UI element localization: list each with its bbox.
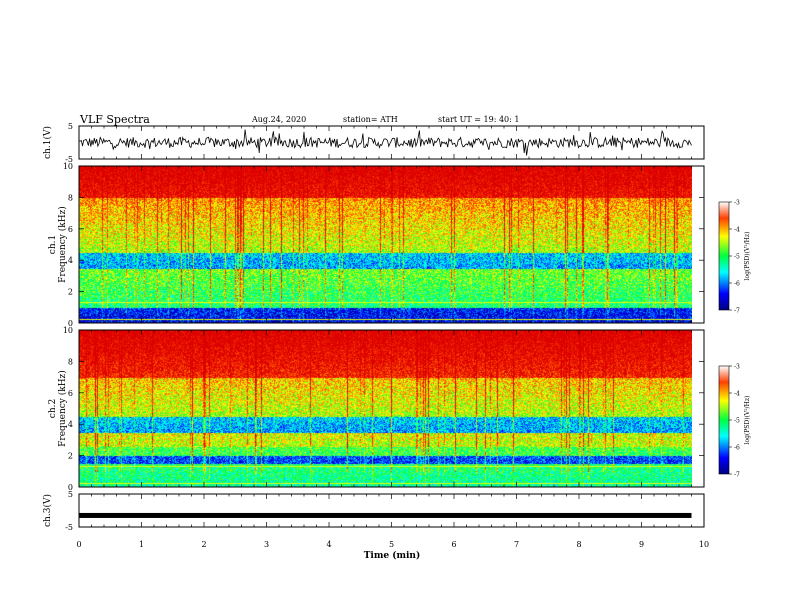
time-axis: 0 1 2 3 4 5 6 7 8 9 10 [76, 540, 709, 549]
y-tick-label: 10 [63, 162, 73, 171]
colorbar-tick-label: -5 [734, 254, 740, 261]
colorbar-tick-label: -3 [734, 364, 740, 371]
x-tick-label: 10 [699, 540, 709, 549]
x-tick-label: 8 [576, 540, 581, 549]
y-tick-label: 5 [68, 122, 73, 131]
waveform-trace [79, 512, 692, 518]
y-tick-label: -5 [65, 523, 73, 532]
date-label: Aug.24, 2020 [251, 115, 306, 124]
y-tick-label: 10 [63, 326, 73, 335]
waveform-trace [78, 129, 692, 156]
colorbar-label: log(PSD)(V²/Hz) [744, 232, 751, 281]
x-tick-label: 7 [514, 540, 519, 549]
y-tick-label: 2 [68, 452, 73, 461]
time-axis-label: Time (min) [364, 550, 421, 561]
spectrogram-ch2-panel: 0 2 4 6 8 10 ch.2 Frequency (kHz) [48, 326, 705, 492]
colorbar-ch1: -3 -4 -5 -6 -7 log(PSD)(V²/Hz) [718, 200, 751, 315]
colorbar-tick-label: -7 [734, 308, 740, 315]
spectrogram-raster [79, 330, 692, 487]
colorbar-tick-label: -6 [734, 445, 740, 452]
y-axis-label: ch.1(V) [42, 126, 53, 159]
colorbar-ch2: -3 -4 -5 -6 -7 log(PSD)(V²/Hz) [718, 364, 751, 479]
y-axis-label: ch.2 [48, 399, 58, 418]
x-tick-label: 3 [264, 540, 269, 549]
colorbar-tick-label: -6 [734, 281, 740, 288]
y-axis-label: Frequency (kHz) [57, 370, 68, 447]
station-label: station= ATH [343, 115, 398, 124]
y-axis-label: ch.1 [48, 235, 58, 254]
colorbar-tick-label: -5 [734, 418, 740, 425]
colorbar-tick-label: -3 [734, 200, 740, 207]
y-tick-label: 8 [68, 193, 73, 202]
y-tick-label: 5 [68, 490, 73, 499]
y-tick-label: 6 [68, 389, 73, 398]
start-time-label: start UT = 19: 40: 1 [438, 115, 519, 124]
y-tick-label: 4 [68, 420, 73, 429]
x-tick-label: 2 [201, 540, 206, 549]
x-tick-label: 5 [389, 540, 394, 549]
y-tick-label: 4 [68, 256, 73, 265]
y-tick-label: 2 [68, 288, 73, 297]
y-axis-label: Frequency (kHz) [57, 206, 68, 283]
colorbar-tick-label: -4 [734, 391, 740, 398]
colorbar-tick-label: -4 [734, 227, 740, 234]
colorbar-tick-label: -7 [734, 472, 740, 479]
spectrogram-ch1-panel: 0 2 4 6 8 10 ch.1 Frequency (kHz) [48, 162, 705, 328]
waveform-ch1-panel: 5 -5 ch.1(V) [42, 122, 705, 164]
x-tick-label: 4 [326, 540, 331, 549]
x-tick-label: 6 [451, 540, 456, 549]
x-tick-label: 9 [639, 540, 644, 549]
colorbar-label: log(PSD)(V²/Hz) [744, 396, 751, 445]
colorbar-scale [718, 365, 730, 475]
colorbar-scale [718, 201, 730, 311]
y-tick-label: 0 [68, 483, 73, 492]
x-tick-label: 0 [76, 540, 81, 549]
y-tick-label: 0 [68, 319, 73, 328]
spectrogram-raster [79, 166, 692, 323]
y-tick-label: 6 [68, 225, 73, 234]
x-tick-label: 1 [139, 540, 144, 549]
y-axis-label: ch.3(V) [42, 494, 53, 527]
y-tick-label: 8 [68, 357, 73, 366]
waveform-ch3-panel: 5 -5 ch.3(V) [42, 490, 705, 532]
figure-title: VLF Spectra [79, 113, 150, 126]
y-tick-label: -5 [65, 155, 73, 164]
